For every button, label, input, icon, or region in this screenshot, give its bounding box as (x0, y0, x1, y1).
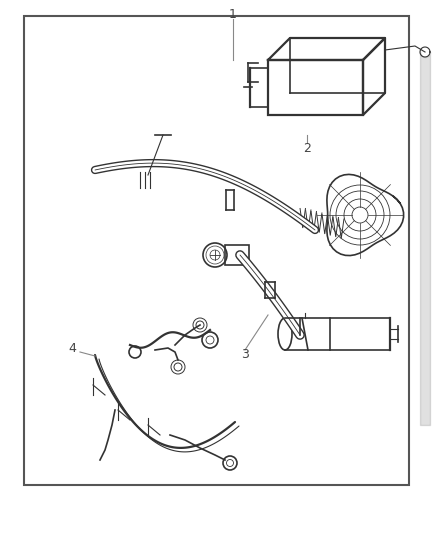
Text: 1: 1 (229, 7, 237, 20)
Bar (225, 245, 249, 265)
Bar (268, 60, 363, 115)
Text: 2: 2 (303, 141, 311, 155)
Text: 4: 4 (68, 342, 76, 354)
Bar (24, 16, 409, 485)
Text: 3: 3 (241, 349, 249, 361)
